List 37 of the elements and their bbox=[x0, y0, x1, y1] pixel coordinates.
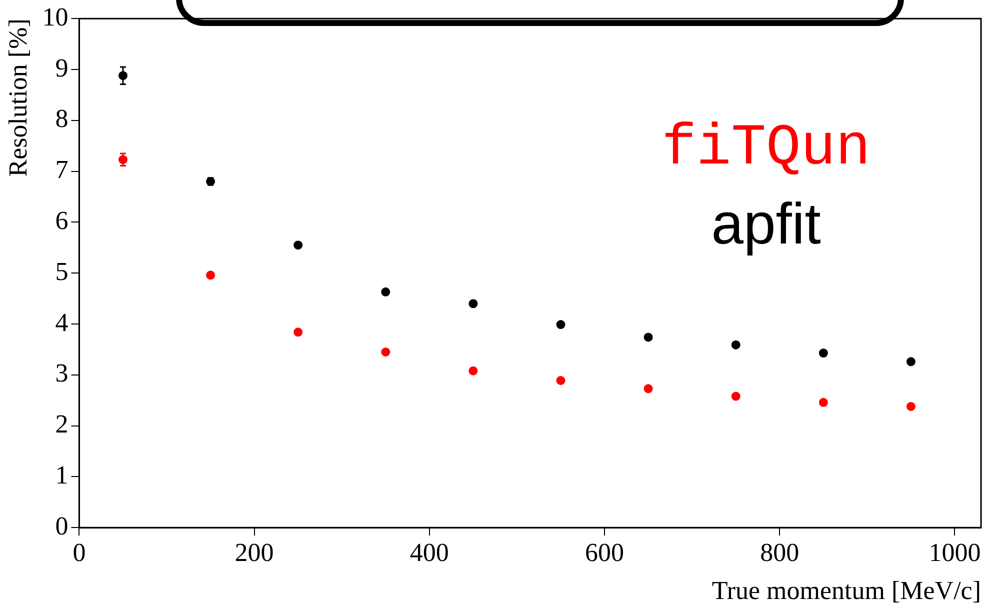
point bbox=[906, 402, 916, 411]
y-tick-label: 1 bbox=[55, 460, 68, 490]
series-label: apfit bbox=[711, 192, 821, 257]
y-tick-label: 2 bbox=[55, 410, 68, 439]
y-axis-title: Resolution [%] bbox=[3, 18, 32, 177]
point bbox=[468, 299, 478, 308]
y-tick-label: 9 bbox=[55, 53, 68, 82]
y-tick-label: 8 bbox=[55, 104, 68, 134]
point bbox=[644, 332, 653, 342]
point bbox=[906, 357, 916, 366]
point bbox=[556, 376, 566, 385]
point bbox=[294, 328, 303, 337]
x-tick-label: 400 bbox=[410, 538, 449, 568]
x-tick-label: 600 bbox=[585, 538, 624, 568]
y-tick-label: 5 bbox=[55, 256, 68, 286]
point bbox=[556, 320, 566, 330]
x-axis-title: True momentum [MeV/c] bbox=[712, 576, 981, 606]
y-tick-label: 6 bbox=[55, 206, 68, 236]
y-tick-label: 7 bbox=[55, 155, 68, 184]
point bbox=[294, 240, 303, 250]
y-tick-label: 10 bbox=[42, 2, 68, 32]
x-tick-label: 800 bbox=[760, 538, 800, 568]
x-tick-label: 1000 bbox=[928, 538, 981, 568]
point bbox=[206, 270, 216, 280]
point bbox=[818, 398, 828, 407]
point bbox=[468, 366, 478, 376]
y-tick-label: 3 bbox=[55, 358, 68, 388]
y-tick-label: 4 bbox=[55, 308, 68, 337]
point bbox=[381, 287, 390, 296]
point bbox=[644, 384, 653, 394]
point bbox=[818, 348, 828, 358]
x-tick-label: 200 bbox=[234, 538, 274, 568]
y-tick-label: 0 bbox=[55, 511, 68, 540]
point bbox=[381, 347, 390, 356]
point bbox=[731, 340, 740, 350]
point bbox=[731, 392, 740, 401]
text: fiTQun bbox=[662, 116, 870, 182]
